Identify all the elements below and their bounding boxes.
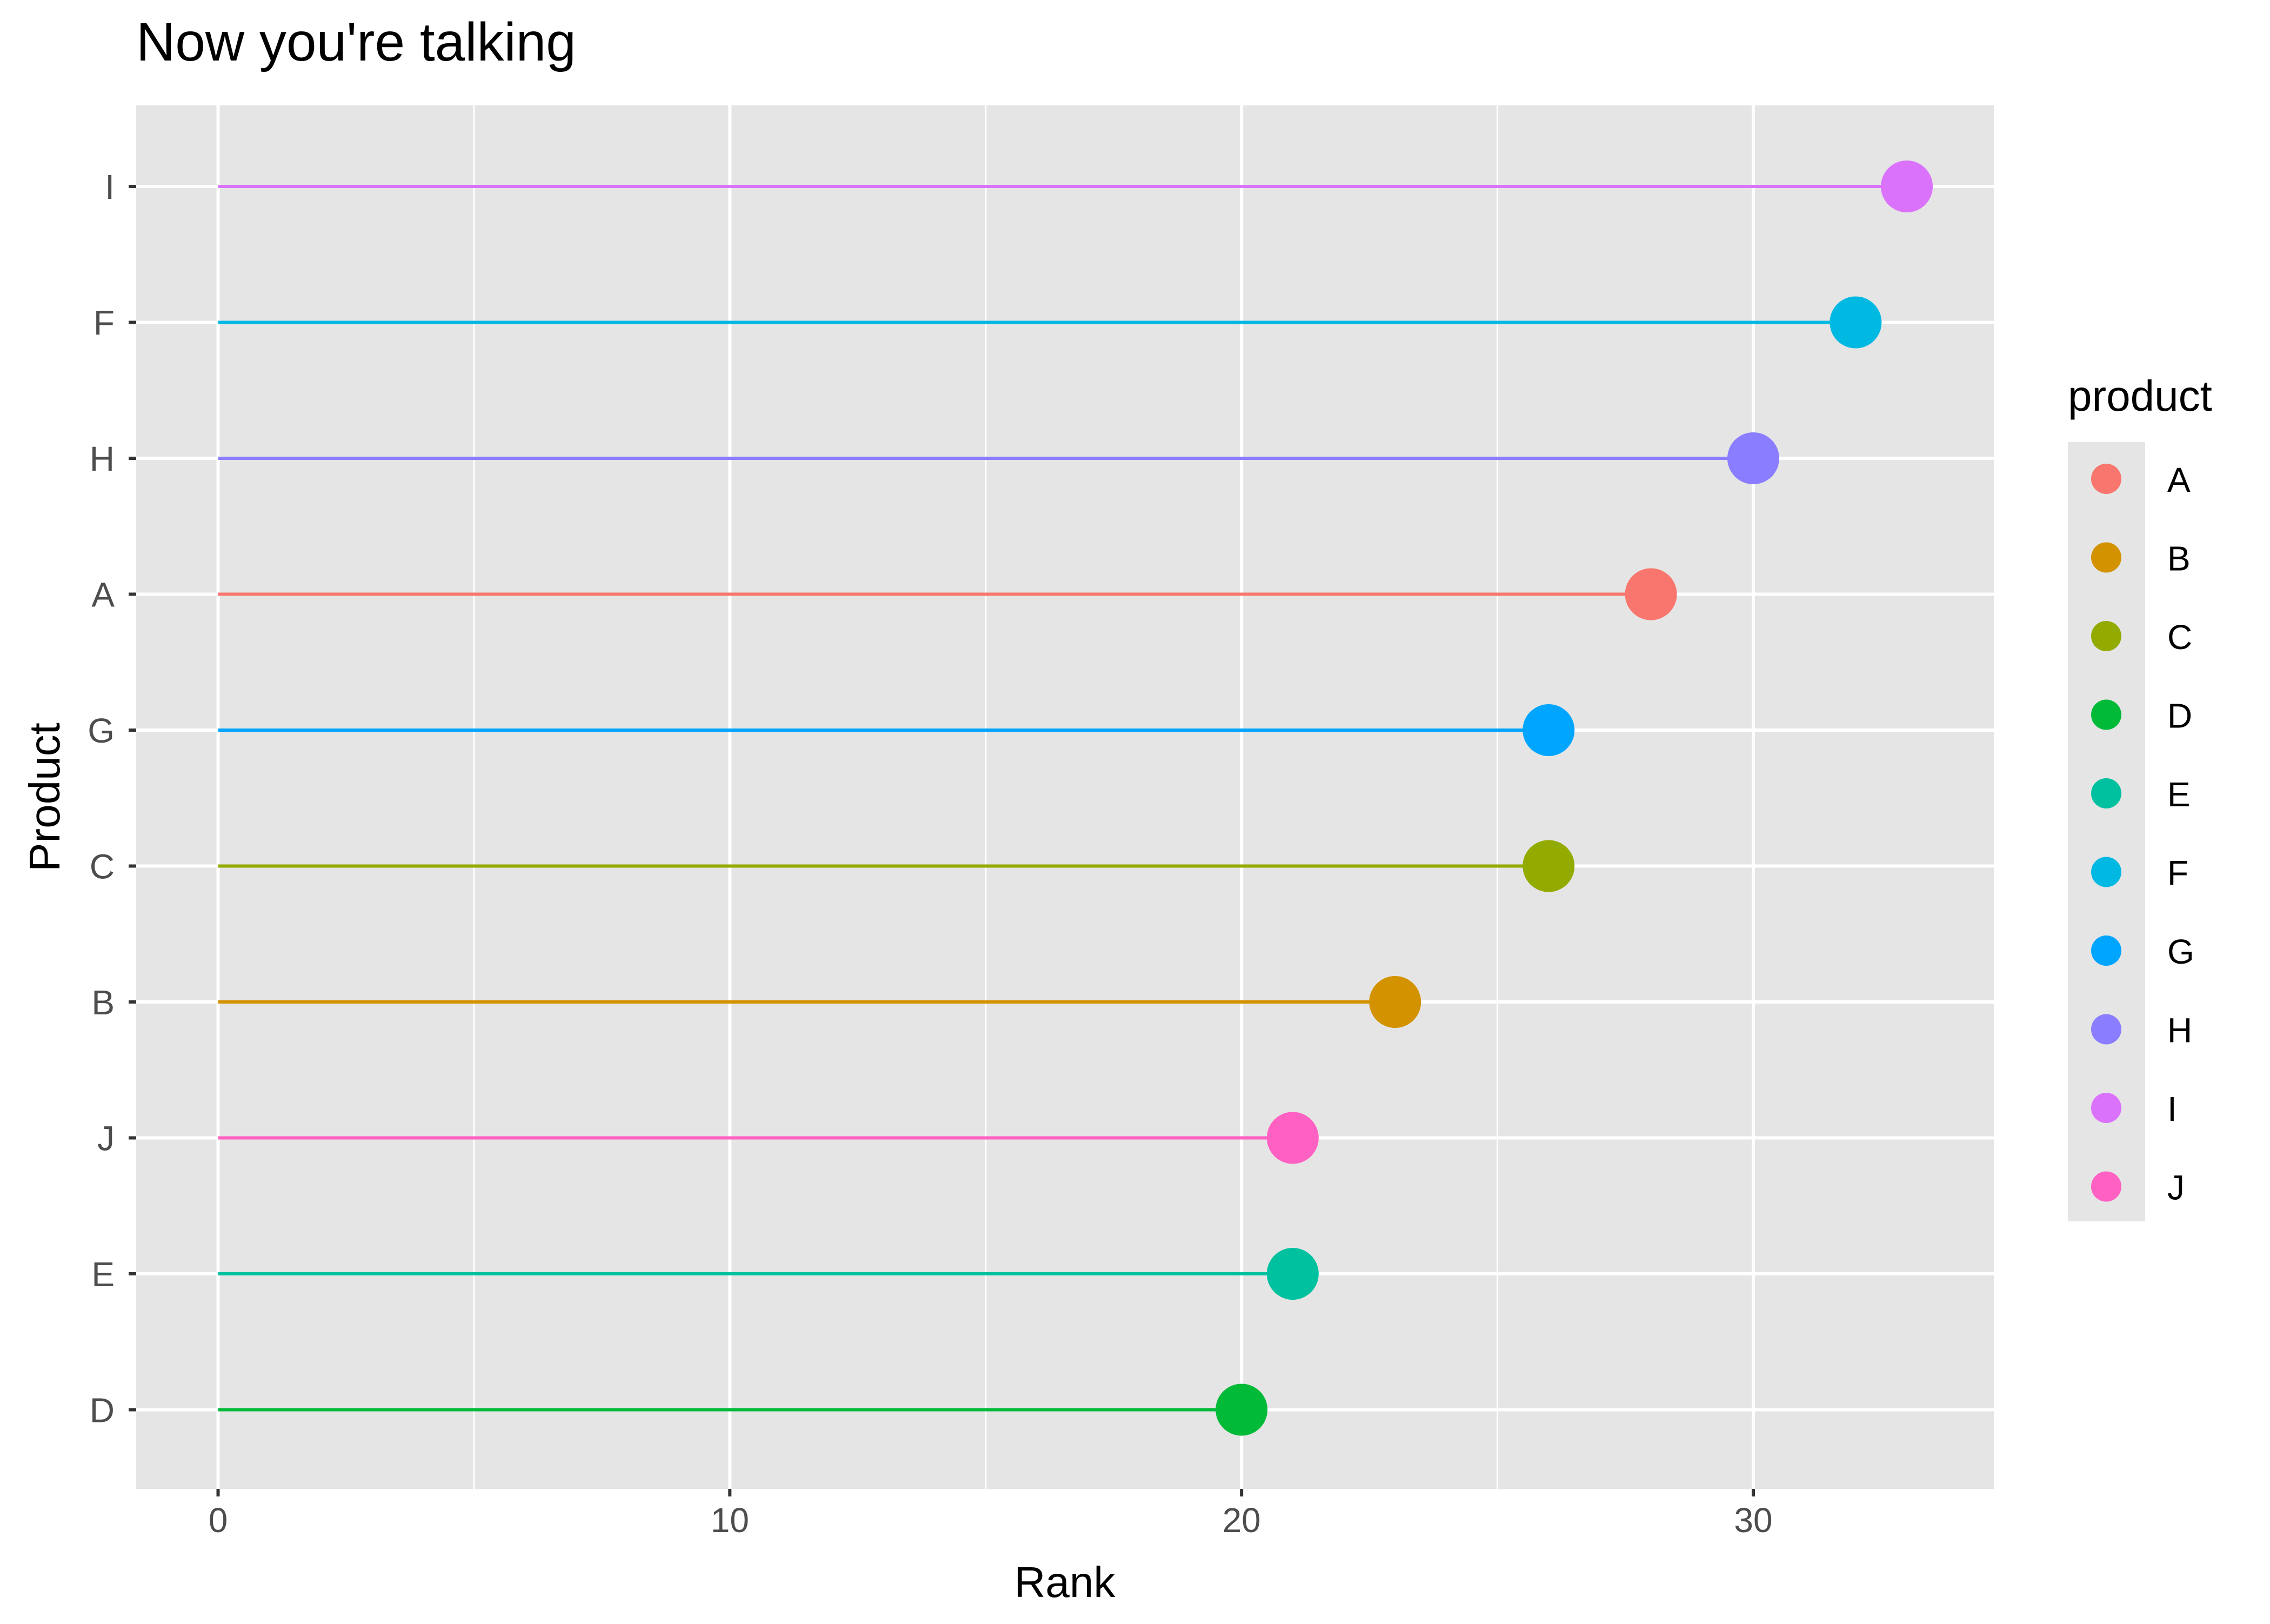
- y-tick-label: G: [88, 711, 115, 750]
- y-tick-label: H: [90, 439, 115, 478]
- x-tick-label: 10: [711, 1501, 749, 1540]
- legend-label: D: [2167, 697, 2192, 736]
- lollipop-point: [1881, 161, 1933, 212]
- lollipop-point: [1523, 704, 1575, 756]
- y-tick-label: J: [97, 1119, 115, 1158]
- x-tick-label: 30: [1734, 1501, 1772, 1540]
- lollipop-point: [1830, 296, 1882, 349]
- y-tick-label: A: [91, 576, 115, 614]
- legend-key: [2091, 542, 2121, 573]
- legend-key: [2091, 621, 2121, 651]
- legend-key: [2091, 935, 2121, 966]
- legend-label: H: [2167, 1011, 2192, 1050]
- x-axis-label: Rank: [1014, 1558, 1116, 1606]
- legend-label: E: [2167, 775, 2191, 814]
- y-tick-label: C: [90, 847, 115, 886]
- legend-label: B: [2167, 539, 2191, 578]
- plot-panel: [136, 105, 1994, 1489]
- grid-minor: [473, 105, 1499, 1489]
- x-axis: 0 10 20 30: [209, 1489, 1773, 1540]
- y-tick-label: B: [91, 983, 115, 1022]
- lollipop-point: [1523, 840, 1575, 892]
- y-tick-label: I: [105, 168, 115, 206]
- lollipop-point: [1216, 1384, 1268, 1436]
- legend-key: [2091, 699, 2121, 730]
- legend-label: G: [2167, 932, 2194, 971]
- lollipop-point: [1266, 1248, 1319, 1300]
- lollipop-point: [1266, 1112, 1319, 1164]
- legend-key: [2091, 1093, 2121, 1123]
- chart-title: Now you're talking: [136, 12, 576, 72]
- legend-title: product: [2068, 372, 2212, 420]
- x-tick-label: 0: [209, 1501, 228, 1540]
- y-tick-label: E: [91, 1255, 115, 1294]
- legend-key: [2091, 464, 2121, 494]
- legend-key: [2091, 1014, 2121, 1045]
- lollipop-series: [218, 161, 1933, 1436]
- y-axis-label: Product: [21, 723, 69, 872]
- y-tick-label: D: [90, 1391, 115, 1430]
- legend-label: I: [2167, 1090, 2177, 1128]
- y-tick-label: F: [94, 304, 115, 343]
- legend-key: [2091, 857, 2121, 887]
- legend-label: J: [2167, 1168, 2185, 1207]
- legend-key: [2091, 1171, 2121, 1202]
- legend-items: A B C DE FG H I J: [2091, 460, 2194, 1207]
- y-axis: I F H A G C B J E D: [88, 168, 136, 1430]
- lollipop-point: [1727, 432, 1779, 484]
- legend-label: F: [2167, 854, 2188, 893]
- legend-label: A: [2167, 460, 2191, 499]
- legend-label: C: [2167, 618, 2192, 657]
- legend-key: [2091, 778, 2121, 808]
- lollipop-point: [1625, 568, 1677, 620]
- lollipop-point: [1369, 976, 1421, 1028]
- x-tick-label: 20: [1223, 1501, 1261, 1540]
